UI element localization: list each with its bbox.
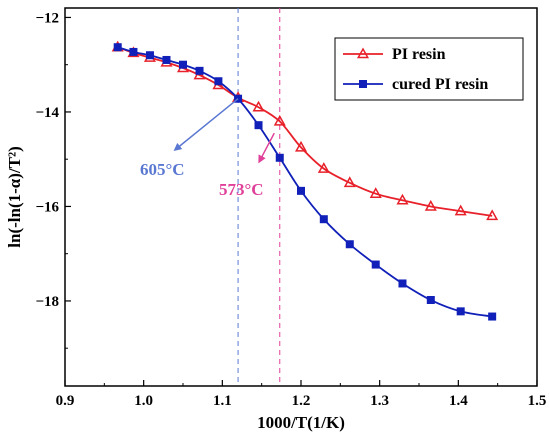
data-point-square xyxy=(145,51,154,60)
y-tick-label: −16 xyxy=(35,199,59,215)
data-point-square xyxy=(297,186,305,195)
y-axis-title: ln(-ln(1-α)/T²) xyxy=(5,146,24,247)
legend-marker-square xyxy=(359,80,367,88)
legend-marker-triangle xyxy=(356,47,370,59)
annotation-arrow xyxy=(258,132,275,164)
data-point-square xyxy=(371,260,380,269)
x-tick-label: 1.1 xyxy=(213,393,232,409)
data-point-square xyxy=(214,77,223,86)
data-point-triangle xyxy=(486,209,499,221)
annotation-573c: 573°C xyxy=(219,180,264,199)
data-point-square xyxy=(456,307,465,316)
data-point-square xyxy=(398,279,407,288)
y-tick-label: −18 xyxy=(35,294,59,310)
data-point-triangle xyxy=(424,199,437,211)
y-tick-label: −14 xyxy=(35,105,59,121)
y-tick-label: −12 xyxy=(35,10,59,26)
data-point-square xyxy=(275,153,284,162)
legend-label-pi-resin: PI resin xyxy=(392,46,446,63)
data-point-triangle xyxy=(273,114,286,126)
data-point-square xyxy=(426,296,435,305)
data-point-triangle xyxy=(396,193,409,205)
x-axis: 0.9 1.0 1.1 1.2 1.3 1.4 1.5 xyxy=(56,380,547,409)
x-axis-title: 1000/T(1/K) xyxy=(257,413,345,432)
data-point-triangle xyxy=(317,162,330,173)
data-point-square xyxy=(179,60,187,69)
data-point-triangle xyxy=(454,204,467,216)
data-point-triangle xyxy=(294,140,308,152)
data-point-triangle xyxy=(252,100,265,112)
data-point-square xyxy=(488,312,497,321)
data-point-square xyxy=(345,240,354,249)
data-point-triangle xyxy=(369,187,382,198)
annotation-605c: 605°C xyxy=(140,160,185,179)
x-tick-label: 1.3 xyxy=(370,393,389,409)
annotation-arrows xyxy=(173,98,275,164)
legend-box xyxy=(334,37,524,101)
data-point-square xyxy=(162,55,171,64)
data-point-square xyxy=(254,121,263,130)
annotation-arrow xyxy=(173,98,239,152)
x-tick-label: 1.2 xyxy=(292,393,311,409)
legend-label-cured-pi-resin: cured PI resin xyxy=(392,76,488,93)
data-point-triangle xyxy=(343,176,356,188)
series-layer xyxy=(111,40,499,321)
data-point-square xyxy=(129,47,138,56)
data-point-square xyxy=(319,215,328,224)
x-tick-label: 0.9 xyxy=(56,393,75,409)
x-tick-label: 1.4 xyxy=(449,393,468,409)
data-point-square xyxy=(113,43,122,52)
annotation-lines xyxy=(237,8,281,386)
legend: PI resin cured PI resin xyxy=(334,37,524,101)
y-axis: −12 −14 −16 −18 xyxy=(35,10,71,349)
x-tick-label: 1.5 xyxy=(528,393,547,409)
data-point-square xyxy=(195,66,204,75)
x-tick-label: 1.0 xyxy=(134,393,153,409)
